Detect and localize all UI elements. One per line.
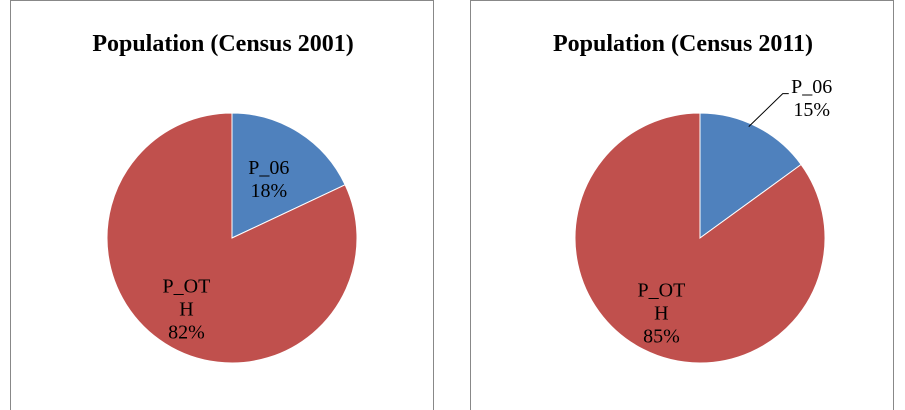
pie-slice — [699, 112, 802, 239]
chart-frame: Population (Census 2011) — [470, 0, 894, 410]
chart-title: Population (Census 2011) — [552, 31, 814, 57]
label-value: 82% — [168, 321, 205, 344]
chart-title: Population (Census 2001) — [92, 31, 354, 57]
label-category: P_06 — [248, 156, 290, 179]
data-label: P_06 18% — [248, 157, 289, 203]
data-label: P_OTH 82% — [160, 275, 212, 344]
label-value: 15% — [793, 98, 831, 121]
data-label: P_OTH 85% — [635, 279, 687, 348]
leader-line — [748, 93, 789, 127]
pie-slice — [574, 112, 826, 364]
data-label: P_06 15% — [791, 76, 832, 122]
label-category: P_06 — [791, 75, 833, 98]
label-category: P_OTH — [637, 279, 686, 325]
pie-slice — [231, 112, 346, 239]
label-category: P_OTH — [162, 275, 211, 321]
pie-slice — [106, 112, 358, 364]
label-value: 85% — [643, 325, 680, 348]
label-value: 18% — [250, 179, 288, 202]
chart-frame: Population (Census 2001) — [10, 0, 434, 410]
